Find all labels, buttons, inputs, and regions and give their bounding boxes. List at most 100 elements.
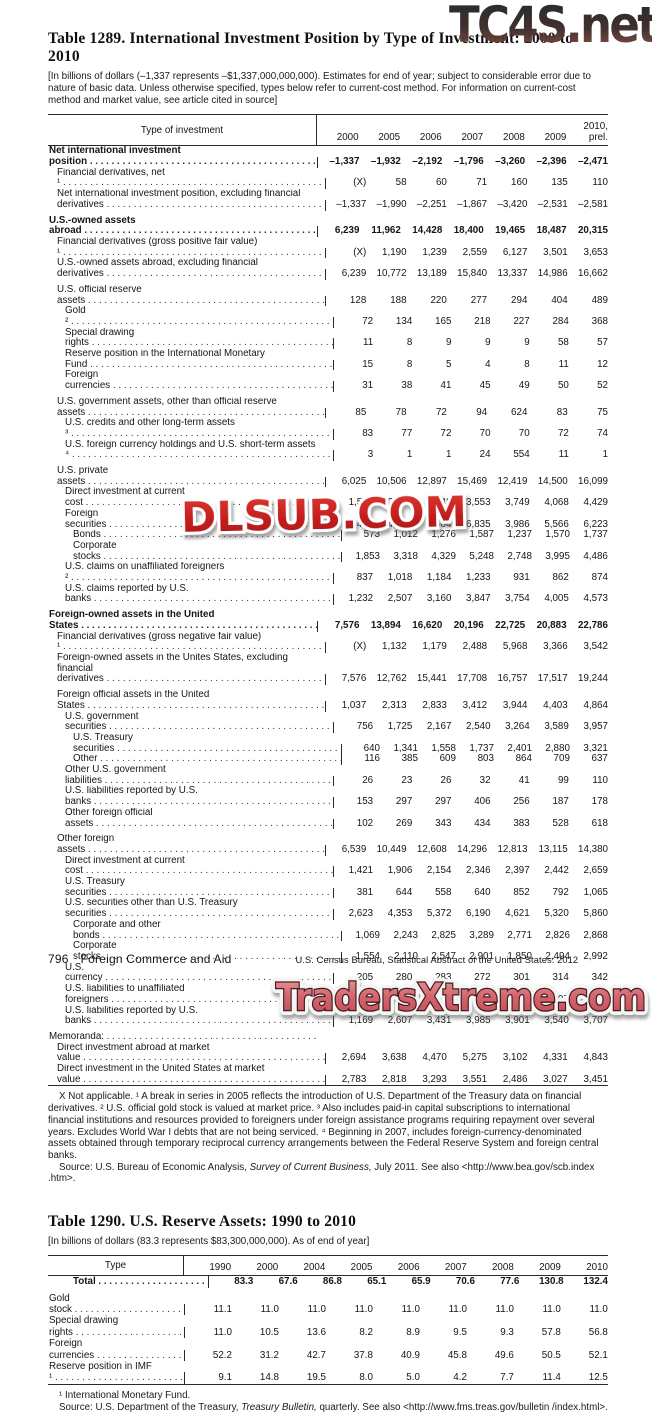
cell-value: 2,818 <box>382 1073 407 1085</box>
row-label: U.S. government securities <box>65 712 333 733</box>
cell-value: 17,708 <box>457 673 488 685</box>
year-column-header: 2000 <box>336 131 359 143</box>
watermark-dlsub: DLSUB.COM <box>173 481 474 554</box>
cell-value: 1,737 <box>469 742 494 754</box>
table-1290-title: Table 1290. U.S. Reserve Assets: 1990 to… <box>48 1213 357 1231</box>
cell-value: 3,293 <box>422 1073 447 1085</box>
cell-value: –1,337 <box>336 198 367 210</box>
table-1290-footnotes: ¹ International Monetary Fund. Source: U… <box>48 1390 608 1413</box>
table-row: Financial derivatives (gross negative fa… <box>48 632 608 653</box>
cell-value: 14.8 <box>259 1372 279 1384</box>
table-row: U.S. claims on unaffiliated foreigners ²… <box>48 562 608 584</box>
cell-value: 5,604 <box>426 518 452 530</box>
cell-value: 8.0 <box>359 1372 373 1384</box>
cell-value: 220 <box>430 294 447 306</box>
cell-value: 18,487 <box>536 225 567 237</box>
cell-value: 1,190 <box>382 246 407 258</box>
cell-value: 74 <box>597 427 608 439</box>
cell-value: 1,065 <box>583 886 608 898</box>
cell-value: 7,576 <box>341 673 367 685</box>
watermark-tradersxtreme: TradersXtreme.com TradersXtreme.com <box>270 971 652 1029</box>
cell-value: 2,426 <box>348 518 374 530</box>
cell-value: 49.6 <box>494 1349 514 1361</box>
cell-value: 558 <box>435 886 452 898</box>
cell-value: 3,653 <box>583 246 608 258</box>
cell-value: 1,554 <box>355 950 380 962</box>
cell-value: 70 <box>479 427 491 439</box>
cell-value: 3,540 <box>544 1015 569 1027</box>
table-row: Financial derivatives, net ¹ (X) 58 60 71 160… <box>48 168 608 190</box>
row-label: U.S. liabilities reported by U.S. banks <box>65 786 333 807</box>
cell-value: 86.8 <box>322 1276 342 1288</box>
cell-value: 837 <box>356 572 374 584</box>
source-publication: Treasury Bulletin, <box>241 1401 317 1413</box>
cell-value: 13,894 <box>370 619 401 631</box>
cell-value: 8 <box>406 358 413 370</box>
table-1289: Type of investment 2000 2005 2006 2007 2008 2… <box>48 114 608 1087</box>
year-column-header: 2009 <box>544 131 567 143</box>
row-label: Other foreign official assets <box>65 808 333 829</box>
cell-value: 75 <box>597 406 608 418</box>
cell-value: 2,486 <box>502 1073 528 1085</box>
cell-value: 1,012 <box>393 529 418 541</box>
cell-value: 12,419 <box>497 475 528 487</box>
cell-value: 4,353 <box>387 908 413 920</box>
cell-value: 3,264 <box>505 721 530 733</box>
cell-value: 3,160 <box>426 593 452 605</box>
cell-value: 65.9 <box>411 1276 431 1288</box>
cell-value: 803 <box>477 753 494 765</box>
row-label: U.S. government assets, other than offic… <box>57 397 325 418</box>
cell-value: 50 <box>557 380 569 392</box>
source-note: Source: U.S. Department of the Treasury,… <box>48 1402 608 1413</box>
cell-value: 8 <box>524 358 530 370</box>
row-label: U.S. claims on unaffiliated foreigners ² <box>65 562 333 583</box>
cell-value: 16,662 <box>578 268 608 280</box>
cell-value: 3,995 <box>545 550 570 562</box>
cell-value: 45.8 <box>447 1349 467 1361</box>
cell-value: 3,847 <box>466 593 491 605</box>
cell-value: 2,659 <box>583 865 608 877</box>
cell-value: 297 <box>435 796 452 808</box>
year-column-header: 2007 <box>461 131 484 143</box>
cell-value: 20,196 <box>453 619 484 631</box>
cell-value: 16,099 <box>578 475 608 487</box>
table-1289-header-row: Type of investment 2000 2005 2006 2007 2008 2… <box>48 115 608 147</box>
table-row: Other 116 385 609 803 864 709 637 <box>48 753 608 766</box>
table-row: Total 83.3 67.6 86.8 65.1 65.9 70.6 77.6 130.8 13… <box>48 1276 608 1288</box>
cell-value: –1,932 <box>370 156 401 168</box>
cell-value: 12,897 <box>416 475 447 487</box>
cell-value: 8 <box>406 337 413 349</box>
cell-value: 14,380 <box>578 843 608 855</box>
row-label: Financial derivatives (gross positive fa… <box>57 237 325 258</box>
cell-value: 1,132 <box>382 641 407 653</box>
cell-value: 9.3 <box>500 1326 514 1338</box>
cell-value: 658 <box>395 993 413 1005</box>
cell-value: 85 <box>355 406 367 418</box>
cell-value: 4,621 <box>505 908 530 920</box>
row-label: Special drawing rights <box>65 328 333 349</box>
cell-value: 3,542 <box>583 641 608 653</box>
cell-value: 3,754 <box>505 593 530 605</box>
cell-value: 1,237 <box>507 529 532 541</box>
table-row: Foreign-owned assets in the United State… <box>48 610 608 632</box>
cell-value: 3,944 <box>502 699 528 711</box>
cell-value: 383 <box>513 817 530 829</box>
cell-value: 3,638 <box>382 1052 407 1064</box>
table-row: Other foreign official assets 102 269 343 43… <box>48 808 608 830</box>
cell-value: 3,957 <box>583 721 608 733</box>
cell-value: 1,906 <box>387 865 413 877</box>
table-row: Direct investment at current cost 1,421 1,… <box>48 856 608 878</box>
year-column-headers: 2000 2005 2006 2007 2008 2009 2010, prel. <box>316 115 608 146</box>
cell-value: 2,346 <box>466 865 491 877</box>
column-header-type: Type <box>104 1260 127 1272</box>
cell-value: 406 <box>474 796 491 808</box>
cell-value: 2,826 <box>545 929 570 941</box>
cell-value: 4,329 <box>431 550 456 562</box>
cell-value: 1,018 <box>387 572 413 584</box>
cell-value: 16,757 <box>497 673 528 685</box>
cell-value: 99 <box>557 774 569 786</box>
cell-value: 57.8 <box>541 1326 561 1338</box>
cell-value: 709 <box>553 753 570 765</box>
cell-value: 14,296 <box>457 843 488 855</box>
cell-value: 863 <box>474 993 491 1005</box>
